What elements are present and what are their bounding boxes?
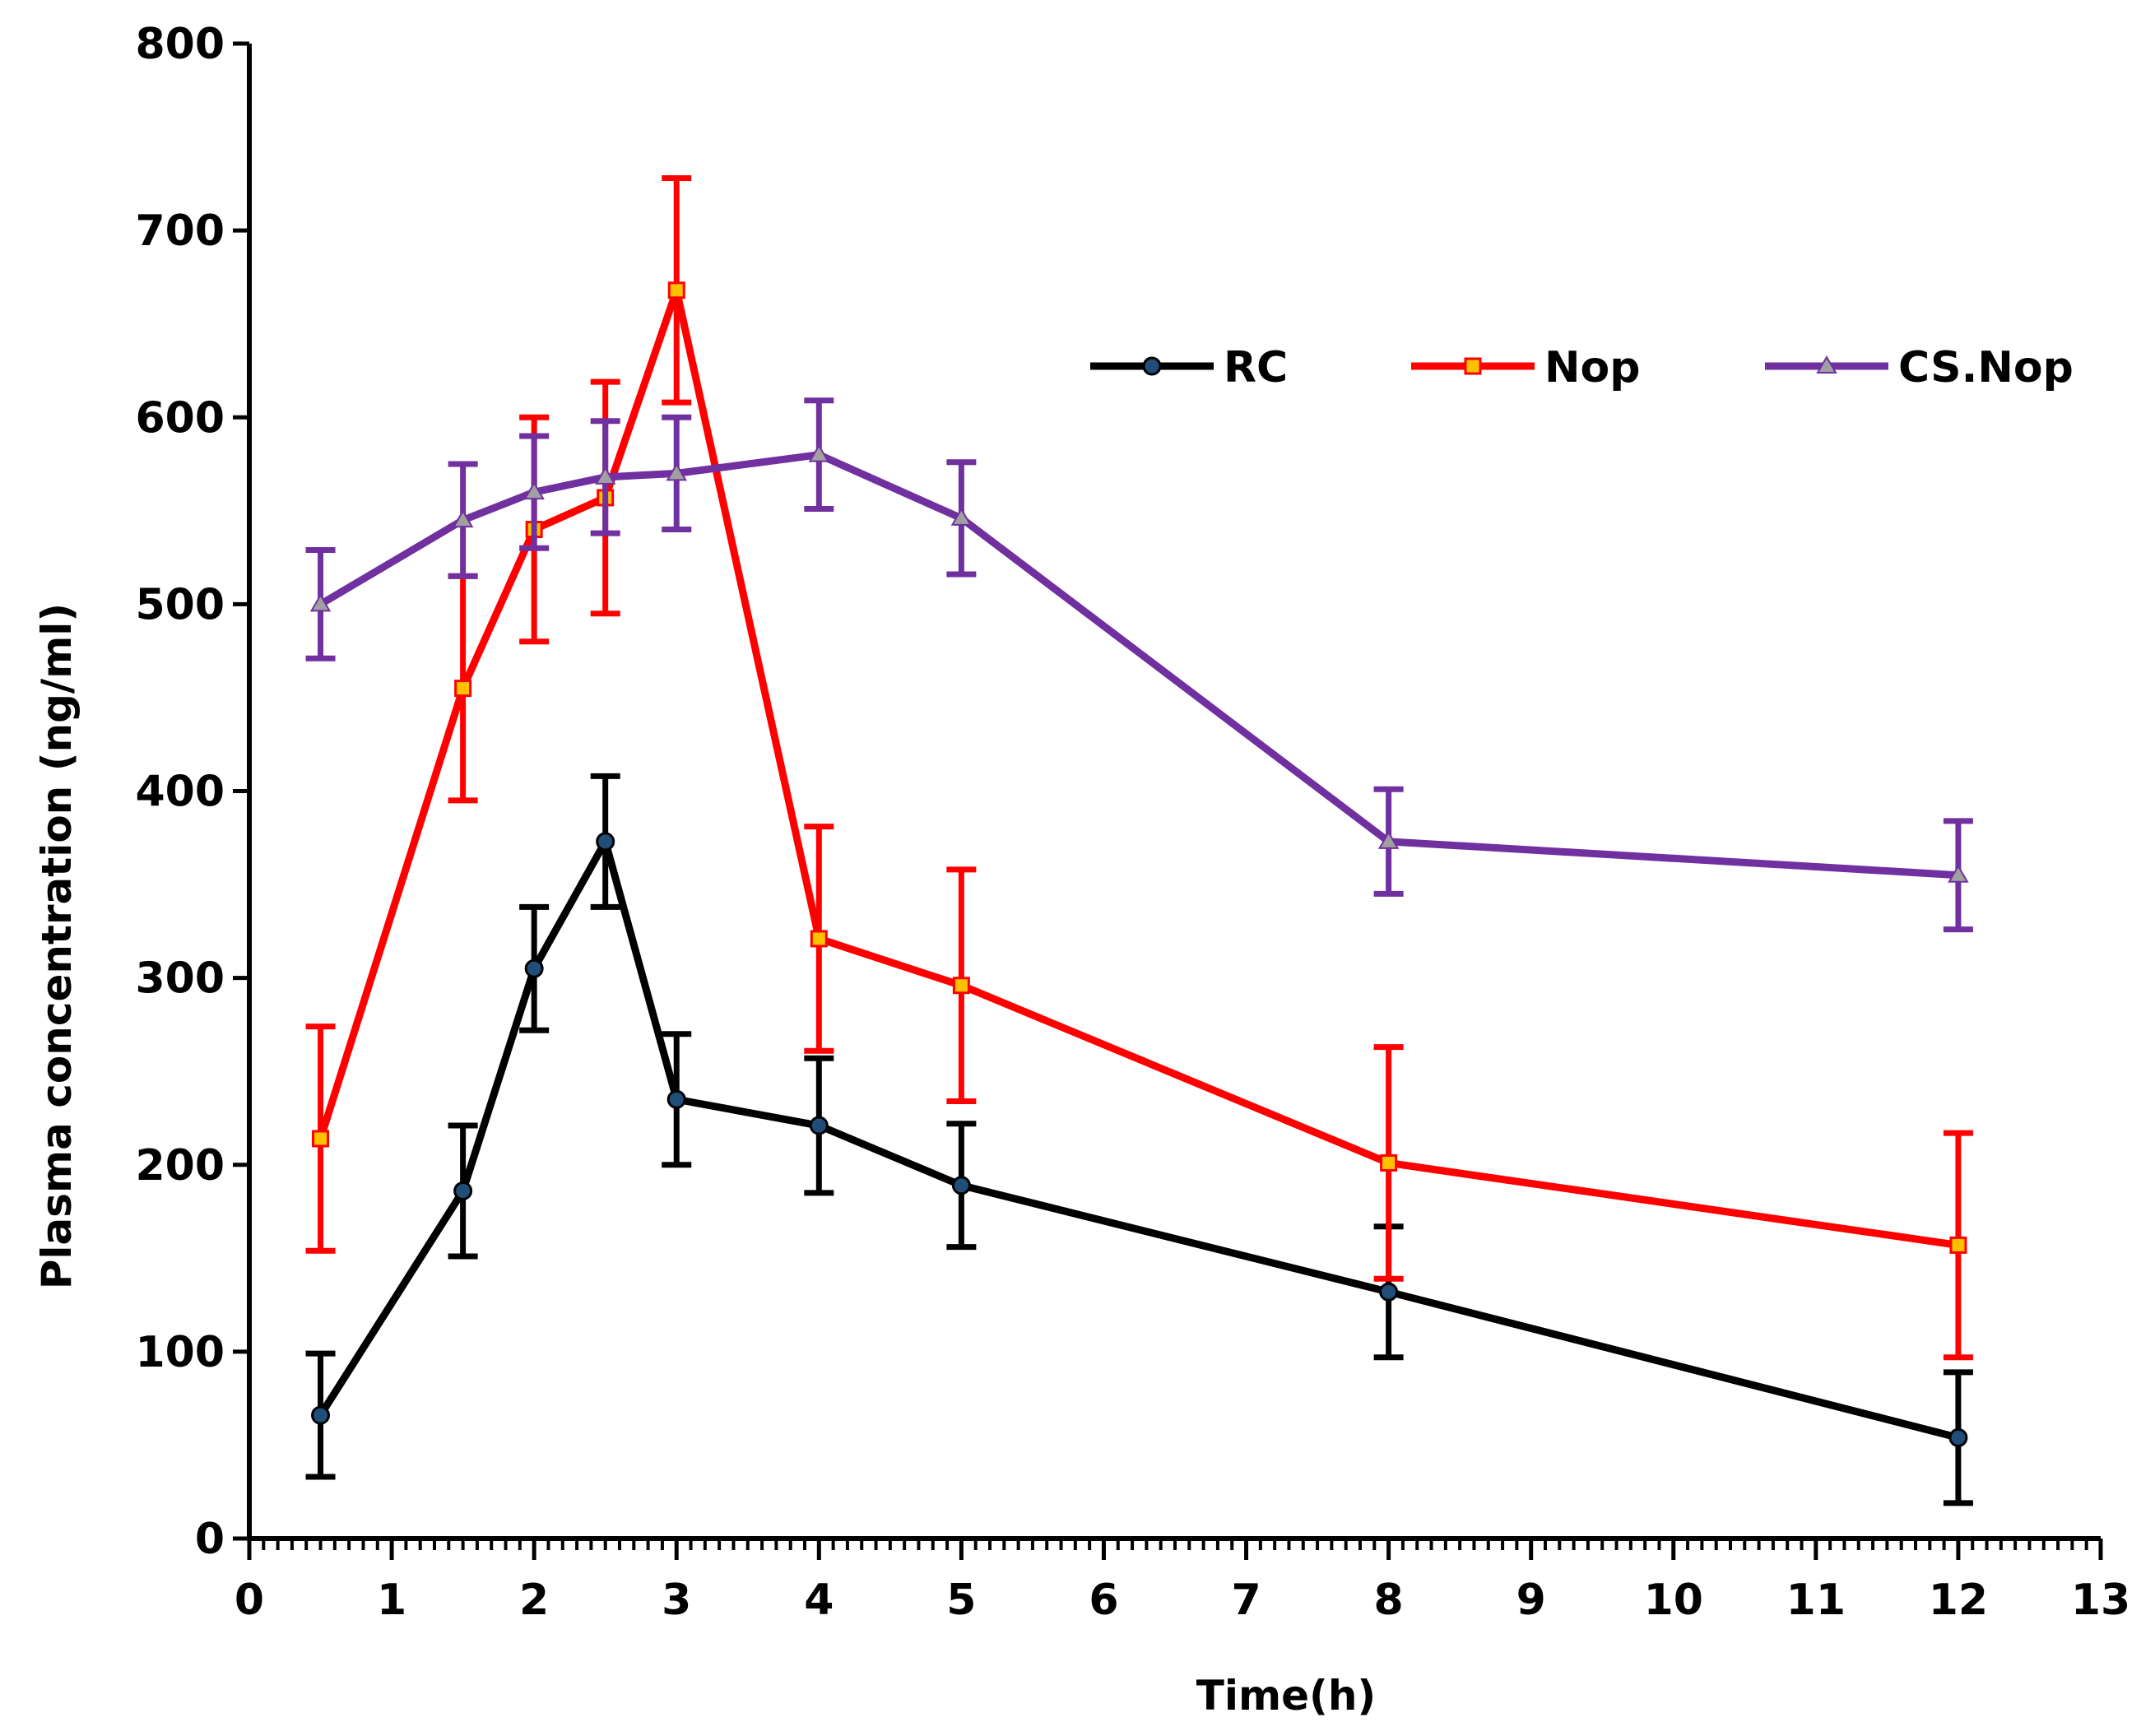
data-point-nop (454, 680, 472, 698)
legend-item-nop: Nop (1411, 343, 1640, 392)
series-nop (305, 175, 1973, 1361)
series-cs-nop (305, 397, 1973, 933)
x-tick-label: 1 (377, 1576, 406, 1625)
data-point-nop (810, 930, 828, 948)
y-tick-label: 100 (135, 1328, 225, 1377)
series-line-rc (317, 838, 1960, 1441)
legend-item-rc: RC (1090, 343, 1288, 392)
legend: RC Nop CS.Nop (1090, 343, 2074, 392)
data-point-nop (1949, 1236, 1967, 1254)
x-tick-label: 9 (1516, 1576, 1546, 1625)
data-point-nop (312, 1130, 330, 1148)
legend-marker-rc (1142, 356, 1162, 376)
y-tick-label: 800 (135, 20, 225, 69)
data-point-rc (809, 1116, 829, 1135)
y-tick-label: 700 (135, 207, 225, 256)
data-point-cs-nop (594, 466, 616, 485)
legend-marker-nop (1464, 357, 1482, 375)
y-tick-label: 500 (135, 580, 225, 629)
data-point-cs-nop (666, 462, 687, 481)
x-tick-label: 10 (1644, 1576, 1703, 1625)
y-axis: 0 100 200 300 400 500 600 700 800 (135, 20, 252, 1564)
data-point-rc (1948, 1427, 1968, 1447)
y-tick-label: 300 (135, 954, 225, 1004)
x-tick-label: 3 (662, 1576, 691, 1625)
x-tick-label: 13 (2071, 1576, 2130, 1625)
y-tick-label: 600 (135, 393, 225, 443)
x-tick-label: 12 (1929, 1576, 1988, 1625)
legend-item-cs-nop: CS.Nop (1765, 343, 2074, 392)
legend-label-nop: Nop (1544, 343, 1640, 392)
data-point-cs-nop (523, 481, 545, 500)
data-point-nop (1380, 1153, 1398, 1172)
data-point-rc (1379, 1282, 1399, 1302)
legend-label-cs-nop: CS.Nop (1898, 343, 2074, 392)
x-axis-title: Time(h) (1196, 1672, 1377, 1720)
data-point-nop (667, 281, 685, 299)
x-axis: 0 1 2 3 4 5 6 7 8 9 10 11 12 13 (235, 1536, 2130, 1625)
x-tick-label: 6 (1089, 1576, 1118, 1625)
legend-marker-cs-nop (1816, 355, 1837, 374)
legend-label-rc: RC (1224, 343, 1288, 392)
x-tick-label: 8 (1374, 1576, 1404, 1625)
series-rc (305, 773, 1973, 1506)
y-tick-label: 0 (195, 1515, 225, 1564)
data-point-rc (666, 1089, 686, 1109)
x-tick-label: 5 (946, 1576, 976, 1625)
data-point-cs-nop (808, 443, 830, 462)
data-point-rc (311, 1405, 331, 1425)
data-point-rc (951, 1176, 971, 1195)
series-layer (305, 175, 1973, 1506)
x-tick-label: 0 (235, 1576, 264, 1625)
x-tick-label: 11 (1786, 1576, 1846, 1625)
data-point-rc (596, 832, 615, 852)
data-point-cs-nop (309, 593, 332, 612)
x-tick-label: 4 (804, 1576, 834, 1625)
data-point-rc (524, 959, 544, 978)
y-axis-title: Plasma concentration (ng/ml) (33, 603, 81, 1290)
y-tick-label: 200 (135, 1141, 225, 1191)
x-tick-label: 2 (519, 1576, 549, 1625)
y-tick-label: 400 (135, 768, 225, 817)
series-line-nop (317, 286, 1959, 1249)
data-point-rc (453, 1181, 473, 1201)
x-tick-label: 7 (1231, 1576, 1261, 1625)
data-point-cs-nop (1377, 830, 1400, 849)
data-point-cs-nop (950, 507, 973, 526)
data-point-cs-nop (1948, 864, 1969, 883)
data-point-nop (952, 977, 970, 995)
data-point-cs-nop (452, 509, 474, 528)
